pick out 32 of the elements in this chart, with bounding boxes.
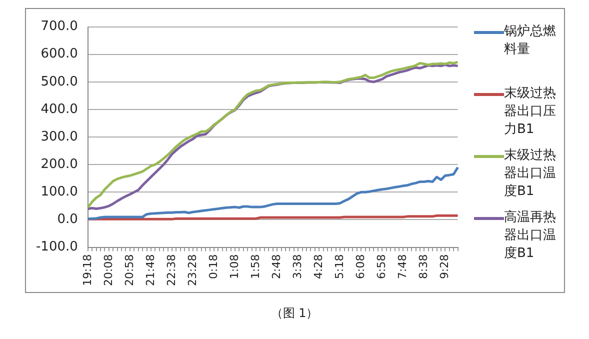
y-tick-label: 200.0: [40, 156, 78, 172]
y-tick-label: 0.0: [57, 212, 78, 228]
x-tick-label: 20:08: [102, 254, 115, 286]
x-tick-label: 20:58: [122, 254, 136, 286]
x-tick-label: 1:58: [248, 254, 262, 280]
y-tick-label: 500.0: [40, 74, 78, 90]
x-tick-label: 19:18: [80, 254, 94, 286]
x-tick-label: 2:48: [270, 254, 283, 280]
x-tick-label: 1:08: [228, 254, 241, 280]
x-tick-label: 22:38: [164, 254, 178, 286]
x-tick-label: 3:38: [290, 254, 304, 280]
x-tick-label: 9:28: [438, 254, 452, 280]
x-tick-label: 4:28: [312, 254, 325, 280]
x-tick-label: 23:28: [186, 254, 199, 286]
x-tick-label: 6:08: [354, 254, 367, 280]
y-tick-label: 100.0: [40, 184, 78, 200]
legend-label: 末级过热器出口温度B1: [504, 147, 556, 201]
x-tick-label: 7:48: [396, 254, 410, 280]
y-tick-label: -100.0: [36, 240, 78, 255]
x-tick-label: 8:38: [417, 254, 430, 280]
x-tick-label: 6:58: [375, 254, 388, 280]
y-tick-label: 600.0: [40, 46, 78, 62]
legend-label: 高温再热器出口温度B1: [504, 209, 556, 263]
text: （图 1）: [270, 305, 320, 322]
y-tick-label: 300.0: [40, 129, 78, 144]
y-tick-label: 400.0: [40, 102, 78, 117]
legend-label: 锅炉总燃料量: [504, 23, 556, 59]
y-tick-label: 700.0: [40, 19, 78, 34]
x-tick-label: 21:48: [144, 254, 157, 286]
x-tick-label: 5:18: [332, 254, 346, 280]
legend-label: 末级过热器出口压力B1: [504, 85, 556, 139]
x-tick-label: 0:18: [206, 254, 220, 280]
